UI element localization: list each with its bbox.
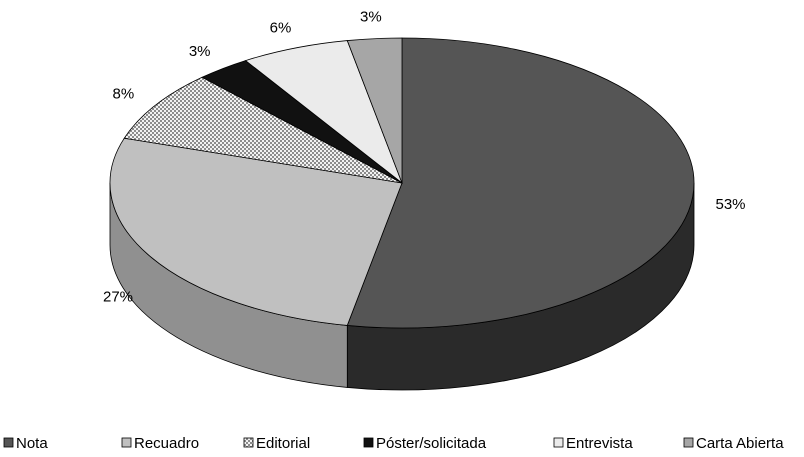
legend-item-poster-solicitada: Póster/solicitada: [363, 435, 487, 452]
legend-label-nota: Nota: [16, 435, 48, 452]
legend-swatch-entrevista: [553, 437, 564, 448]
data-label-editorial: 8%: [113, 86, 135, 103]
data-labels: 53% 27% 8% 3% 6% 3%: [103, 9, 746, 306]
legend-label-editorial: Editorial: [256, 435, 310, 452]
legend-item-editorial: Editorial: [243, 435, 310, 452]
pie-slice-editorial: [123, 76, 403, 184]
pie-slice-carta-abierta: [346, 37, 403, 184]
legend-label-poster-solicitada: Póster/solicitada: [376, 435, 487, 452]
legend-item-entrevista: Entrevista: [553, 435, 633, 452]
legend-label-carta-abierta: Carta Abierta: [696, 435, 784, 452]
legend-swatch-carta-abierta: [683, 437, 694, 448]
legend-swatch-poster-solicitada: [363, 437, 374, 448]
data-label-entrevista: 6%: [270, 20, 292, 37]
legend-item-recuadro: Recuadro: [121, 435, 199, 452]
pie-slice-recuadro: [109, 137, 403, 326]
legend-swatch-nota: [3, 437, 14, 448]
legend-item-carta-abierta: Carta Abierta: [683, 435, 784, 452]
data-label-recuadro: 27%: [103, 288, 133, 305]
data-label-poster-solicitada: 3%: [189, 43, 211, 60]
pie-slice-nota: [346, 37, 695, 329]
legend-label-entrevista: Entrevista: [566, 435, 633, 452]
pie-slices: [109, 37, 695, 329]
data-label-nota: 53%: [715, 196, 745, 213]
legend-item-nota: Nota: [3, 435, 48, 452]
legend-swatch-recuadro: [121, 437, 132, 448]
legend-swatch-editorial: [243, 437, 254, 448]
legend-label-recuadro: Recuadro: [134, 435, 199, 452]
data-label-carta-abierta: 3%: [360, 9, 382, 26]
legend: Nota Recuadro Editorial Póster/solicitada En…: [3, 435, 784, 452]
